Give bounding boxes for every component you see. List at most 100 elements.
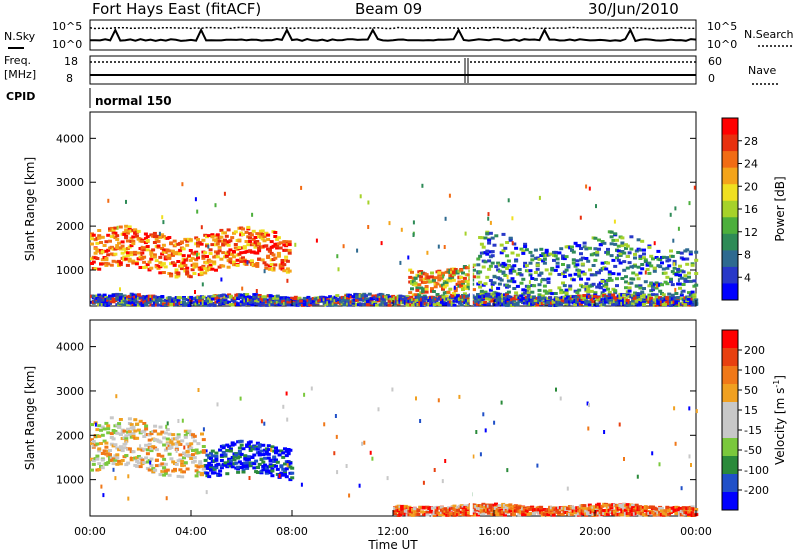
- heatmap-cell: [441, 513, 446, 517]
- heatmap-cell: [692, 296, 697, 300]
- heatmap-cell: [196, 442, 201, 446]
- heatmap-cell: [169, 274, 174, 278]
- ytick-label: 1000: [56, 474, 84, 487]
- heatmap-cell: [115, 456, 120, 460]
- heatmap-cell: [232, 442, 237, 446]
- heatmap-cell: [542, 513, 547, 516]
- colorbar-tick-label: 4: [744, 271, 751, 284]
- heatmap-cell: [122, 232, 127, 236]
- heatmap-cell: [597, 238, 601, 242]
- heatmap-cell: [241, 296, 246, 300]
- heatmap-cell: [586, 511, 590, 515]
- heatmap-cell: [501, 232, 506, 236]
- heatmap-cell: [694, 298, 699, 302]
- heatmap-cell: [203, 303, 208, 307]
- heatmap-cell: [194, 258, 199, 262]
- heatmap-cell: [185, 266, 190, 270]
- heatmap-cell: [90, 423, 94, 427]
- heatmap-cell: [284, 248, 289, 252]
- heatmap-cell: [90, 242, 94, 246]
- heatmap-cell: [277, 453, 282, 457]
- heatmap-cell: [447, 303, 452, 307]
- heatmap-cell: [145, 448, 150, 452]
- power-plot-area: [90, 113, 699, 307]
- heatmap-cell: [483, 290, 488, 294]
- heatmap-cell: [690, 263, 695, 267]
- heatmap-cell: [130, 456, 133, 461]
- heatmap-cell: [670, 293, 675, 297]
- heatmap-cell: [687, 297, 691, 301]
- heatmap-cell: [419, 419, 422, 423]
- heatmap-cell: [638, 248, 643, 252]
- heatmap-cell: [673, 262, 676, 267]
- heatmap-cell: [276, 236, 281, 240]
- heatmap-cell: [138, 296, 143, 300]
- heatmap-cell: [115, 446, 120, 450]
- heatmap-cell: [100, 258, 105, 262]
- heatmap-cell: [102, 244, 107, 247]
- heatmap-cell: [629, 265, 634, 269]
- nsearch-label: N.Search: [744, 28, 794, 41]
- heatmap-cell: [571, 261, 576, 265]
- heatmap-cell: [279, 465, 284, 469]
- heatmap-cell: [593, 273, 598, 277]
- heatmap-cell: [257, 249, 262, 253]
- heatmap-cell: [631, 503, 636, 507]
- heatmap-cell: [333, 301, 338, 305]
- heatmap-cell: [178, 468, 183, 472]
- heatmap-cell: [261, 443, 266, 447]
- heatmap-cell: [131, 261, 136, 265]
- heatmap-cell: [678, 507, 682, 510]
- heatmap-cell: [377, 407, 380, 412]
- heatmap-cell: [185, 442, 190, 446]
- heatmap-cell: [643, 509, 648, 513]
- heatmap-cell: [687, 291, 691, 295]
- heatmap-cell: [692, 279, 697, 283]
- heatmap-cell: [429, 300, 434, 304]
- heatmap-cell: [118, 462, 123, 466]
- heatmap-cell: [237, 460, 242, 464]
- heatmap-cell: [577, 269, 582, 273]
- freq-strip: Freq. [MHz] 18 8 60 0 Nave: [4, 54, 780, 85]
- heatmap-cell: [176, 474, 181, 478]
- heatmap-cell: [568, 273, 573, 277]
- heatmap-cell: [258, 235, 263, 239]
- heatmap-cell: [135, 422, 140, 426]
- heatmap-cell: [654, 256, 659, 259]
- heatmap-cell: [625, 298, 630, 302]
- heatmap-cell: [286, 451, 291, 455]
- heatmap-cell: [233, 230, 238, 234]
- heatmap-cell: [589, 273, 594, 277]
- heatmap-cell: [149, 460, 152, 465]
- heatmap-cell: [627, 289, 632, 293]
- heatmap-cell: [248, 440, 253, 444]
- heatmap-cell: [435, 293, 440, 296]
- heatmap-cell: [510, 277, 515, 281]
- heatmap-cell: [638, 254, 643, 258]
- heatmap-cell: [226, 250, 231, 254]
- heatmap-cell: [95, 428, 100, 432]
- heatmap-cell: [294, 242, 297, 247]
- heatmap-cell: [194, 197, 197, 202]
- heatmap-cell: [517, 299, 522, 303]
- heatmap-cell: [138, 465, 143, 469]
- heatmap-cell: [131, 259, 136, 263]
- heatmap-cell: [197, 388, 200, 392]
- heatmap-cell: [593, 258, 598, 262]
- heatmap-cell: [421, 183, 424, 188]
- heatmap-cell: [685, 262, 690, 266]
- heatmap-cell: [464, 231, 467, 236]
- heatmap-cell: [125, 251, 130, 255]
- heatmap-cell: [512, 287, 517, 290]
- heatmap-cell: [591, 264, 596, 267]
- heatmap-cell: [208, 252, 213, 255]
- heatmap-cell: [97, 293, 102, 297]
- heatmap-cell: [127, 496, 130, 501]
- heatmap-cell: [122, 442, 127, 446]
- heatmap-cell: [694, 508, 699, 511]
- heatmap-cell: [255, 251, 260, 255]
- heatmap-cell: [243, 461, 248, 465]
- heatmap-cell: [419, 275, 424, 279]
- heatmap-cell: [638, 257, 643, 260]
